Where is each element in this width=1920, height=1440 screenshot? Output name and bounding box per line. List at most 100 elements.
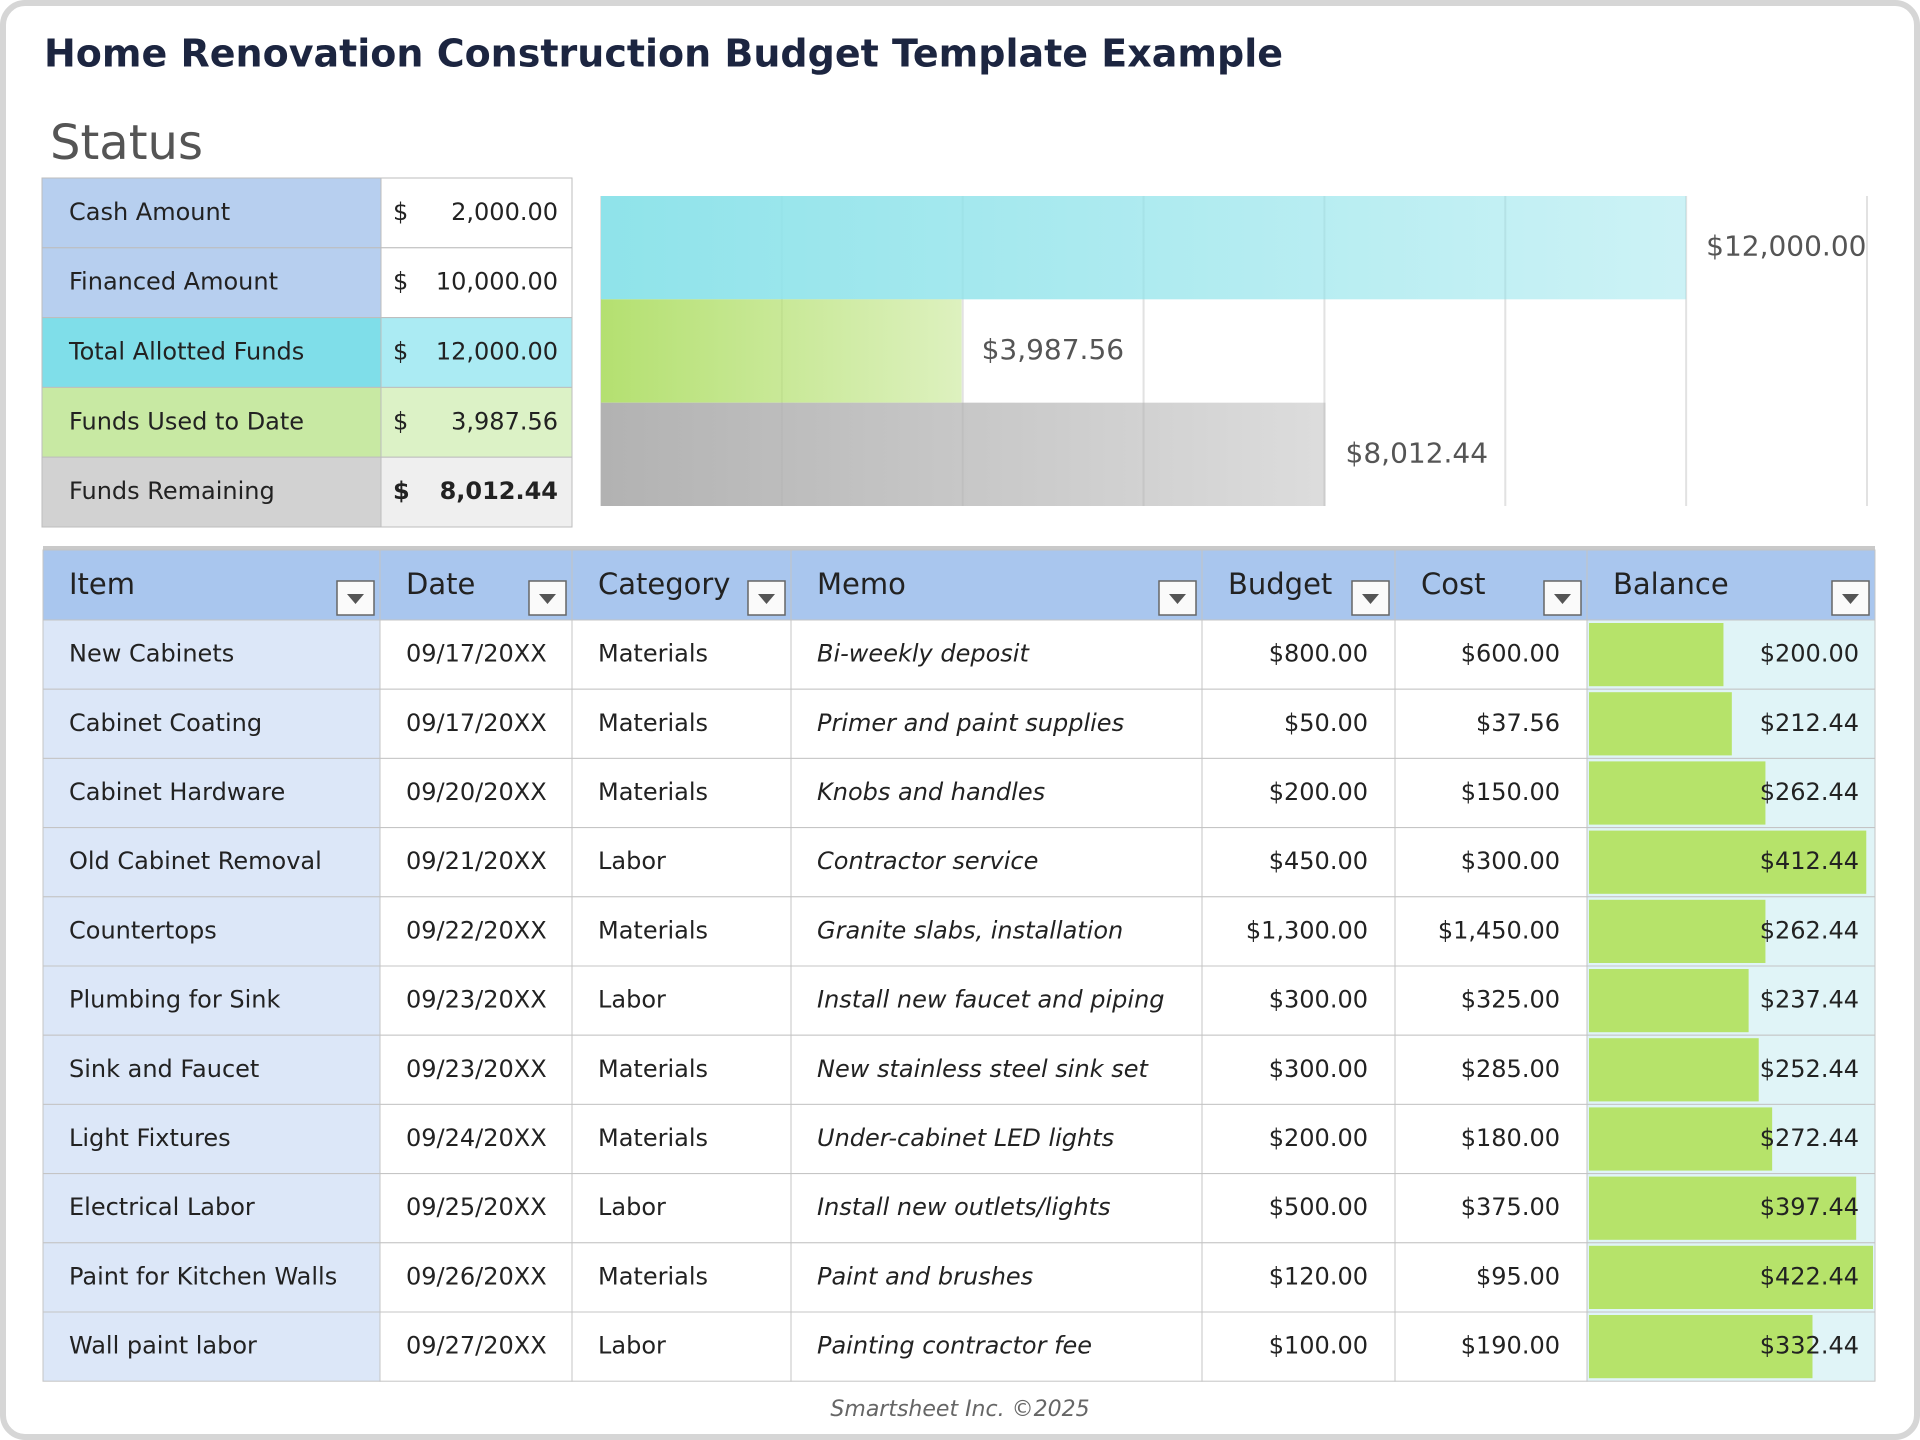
table-cell [1201, 1311, 1396, 1382]
status-label: Cash Amount [69, 198, 230, 226]
table-cell [1394, 1242, 1588, 1313]
filter-button[interactable] [747, 580, 786, 616]
status-currency: $ [393, 268, 408, 296]
table-cell [1394, 757, 1588, 829]
table-cell [42, 1103, 381, 1175]
table-cell [1201, 827, 1396, 898]
bar-value-label: $12,000.00 [1706, 230, 1866, 263]
table-cell [790, 1242, 1203, 1313]
table-cell [379, 1173, 573, 1244]
date: 09/25/20XX [406, 1193, 547, 1221]
column-header: Category [598, 567, 730, 601]
table-cell [379, 619, 573, 690]
data-bar [1589, 899, 1766, 963]
item: Cabinet Coating [69, 709, 262, 737]
balance: $237.44 [1760, 986, 1859, 1014]
memo: Paint and brushes [817, 1262, 1033, 1290]
filter-button[interactable] [336, 580, 375, 616]
filter-button[interactable] [1831, 580, 1870, 616]
status-currency: $ [393, 338, 408, 366]
date: 09/21/20XX [406, 847, 547, 875]
cost: $285.00 [1461, 1055, 1560, 1083]
bar-value-label: $8,012.44 [1346, 436, 1489, 469]
cost: $1,450.00 [1438, 916, 1560, 944]
data-bar [1589, 1038, 1759, 1102]
header-cell [1586, 549, 1876, 621]
date: 09/17/20XX [406, 709, 547, 737]
budget: $100.00 [1269, 1332, 1368, 1360]
balance: $262.44 [1760, 916, 1859, 944]
table-cell [1201, 965, 1396, 1036]
table-cell [379, 688, 573, 759]
filter-arrow[interactable] [539, 594, 556, 604]
item: Sink and Faucet [69, 1055, 259, 1083]
table-cell [42, 827, 381, 898]
table-cell [790, 1103, 1203, 1175]
table-cell [1394, 1173, 1588, 1244]
table-cell [1394, 1311, 1588, 1382]
filter-button[interactable] [1351, 580, 1390, 616]
table-cell [379, 757, 573, 829]
filter-button[interactable] [1158, 580, 1197, 616]
category: Labor [598, 847, 666, 875]
date: 09/24/20XX [406, 1124, 547, 1152]
table-cell [379, 1034, 573, 1105]
cost: $150.00 [1461, 778, 1560, 806]
status-currency: $ [393, 477, 410, 505]
table-cell [790, 688, 1203, 759]
filter-arrow[interactable] [758, 594, 775, 604]
table-cell [42, 1173, 381, 1244]
status-label: Total Allotted Funds [68, 338, 304, 366]
table-cell [42, 619, 381, 690]
table-cell [379, 1242, 573, 1313]
data-bar [1589, 830, 1867, 894]
cost: $37.56 [1476, 709, 1560, 737]
table-cell [790, 965, 1203, 1036]
balance: $412.44 [1760, 847, 1859, 875]
category: Labor [598, 1332, 666, 1360]
table-cell [571, 1311, 792, 1382]
memo: Primer and paint supplies [817, 709, 1124, 737]
memo: New stainless steel sink set [817, 1055, 1149, 1083]
category: Materials [598, 1055, 708, 1083]
table-cell [379, 896, 573, 967]
budget: $120.00 [1269, 1262, 1368, 1290]
cost: $375.00 [1461, 1193, 1560, 1221]
table-cell [1201, 896, 1396, 967]
category: Materials [598, 1124, 708, 1152]
filter-arrow[interactable] [1554, 594, 1571, 604]
balance: $272.44 [1760, 1124, 1859, 1152]
status-label: Funds Remaining [69, 477, 275, 505]
balance: $397.44 [1760, 1193, 1859, 1221]
item: Paint for Kitchen Walls [69, 1262, 337, 1290]
budget: $450.00 [1269, 847, 1368, 875]
memo: Contractor service [817, 847, 1038, 875]
section-heading: Status [50, 115, 203, 171]
item: Countertops [69, 916, 217, 944]
date: 09/23/20XX [406, 1055, 547, 1083]
date: 09/17/20XX [406, 640, 547, 668]
budget: $200.00 [1269, 1124, 1368, 1152]
category: Materials [598, 1262, 708, 1290]
item: Wall paint labor [69, 1332, 257, 1360]
filter-arrow[interactable] [347, 594, 364, 604]
filter-arrow[interactable] [1362, 594, 1379, 604]
column-header: Cost [1421, 567, 1485, 601]
table-cell [1394, 1103, 1588, 1175]
status-value-cell [380, 247, 573, 319]
table-cell [571, 896, 792, 967]
table-cell [1394, 965, 1588, 1036]
data-bar [1589, 692, 1732, 756]
status-label-cell [41, 456, 382, 528]
data-bar [1589, 1176, 1857, 1240]
column-header: Budget [1228, 567, 1332, 601]
cost: $300.00 [1461, 847, 1560, 875]
filter-button[interactable] [1543, 580, 1582, 616]
filter-button[interactable] [528, 580, 567, 616]
table-cell [379, 1311, 573, 1382]
filter-arrow[interactable] [1169, 594, 1186, 604]
filter-arrow[interactable] [1842, 594, 1859, 604]
table-cell [790, 827, 1203, 898]
memo: Install new outlets/lights [817, 1193, 1111, 1221]
status-currency: $ [393, 407, 408, 435]
